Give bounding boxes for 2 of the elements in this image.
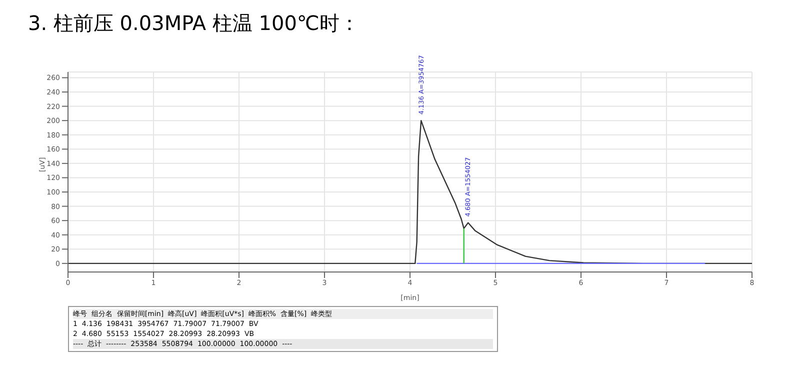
line-series xyxy=(68,120,752,264)
chart-title: 3. 柱前压 0.03MPA 柱温 100℃时： xyxy=(27,10,360,37)
